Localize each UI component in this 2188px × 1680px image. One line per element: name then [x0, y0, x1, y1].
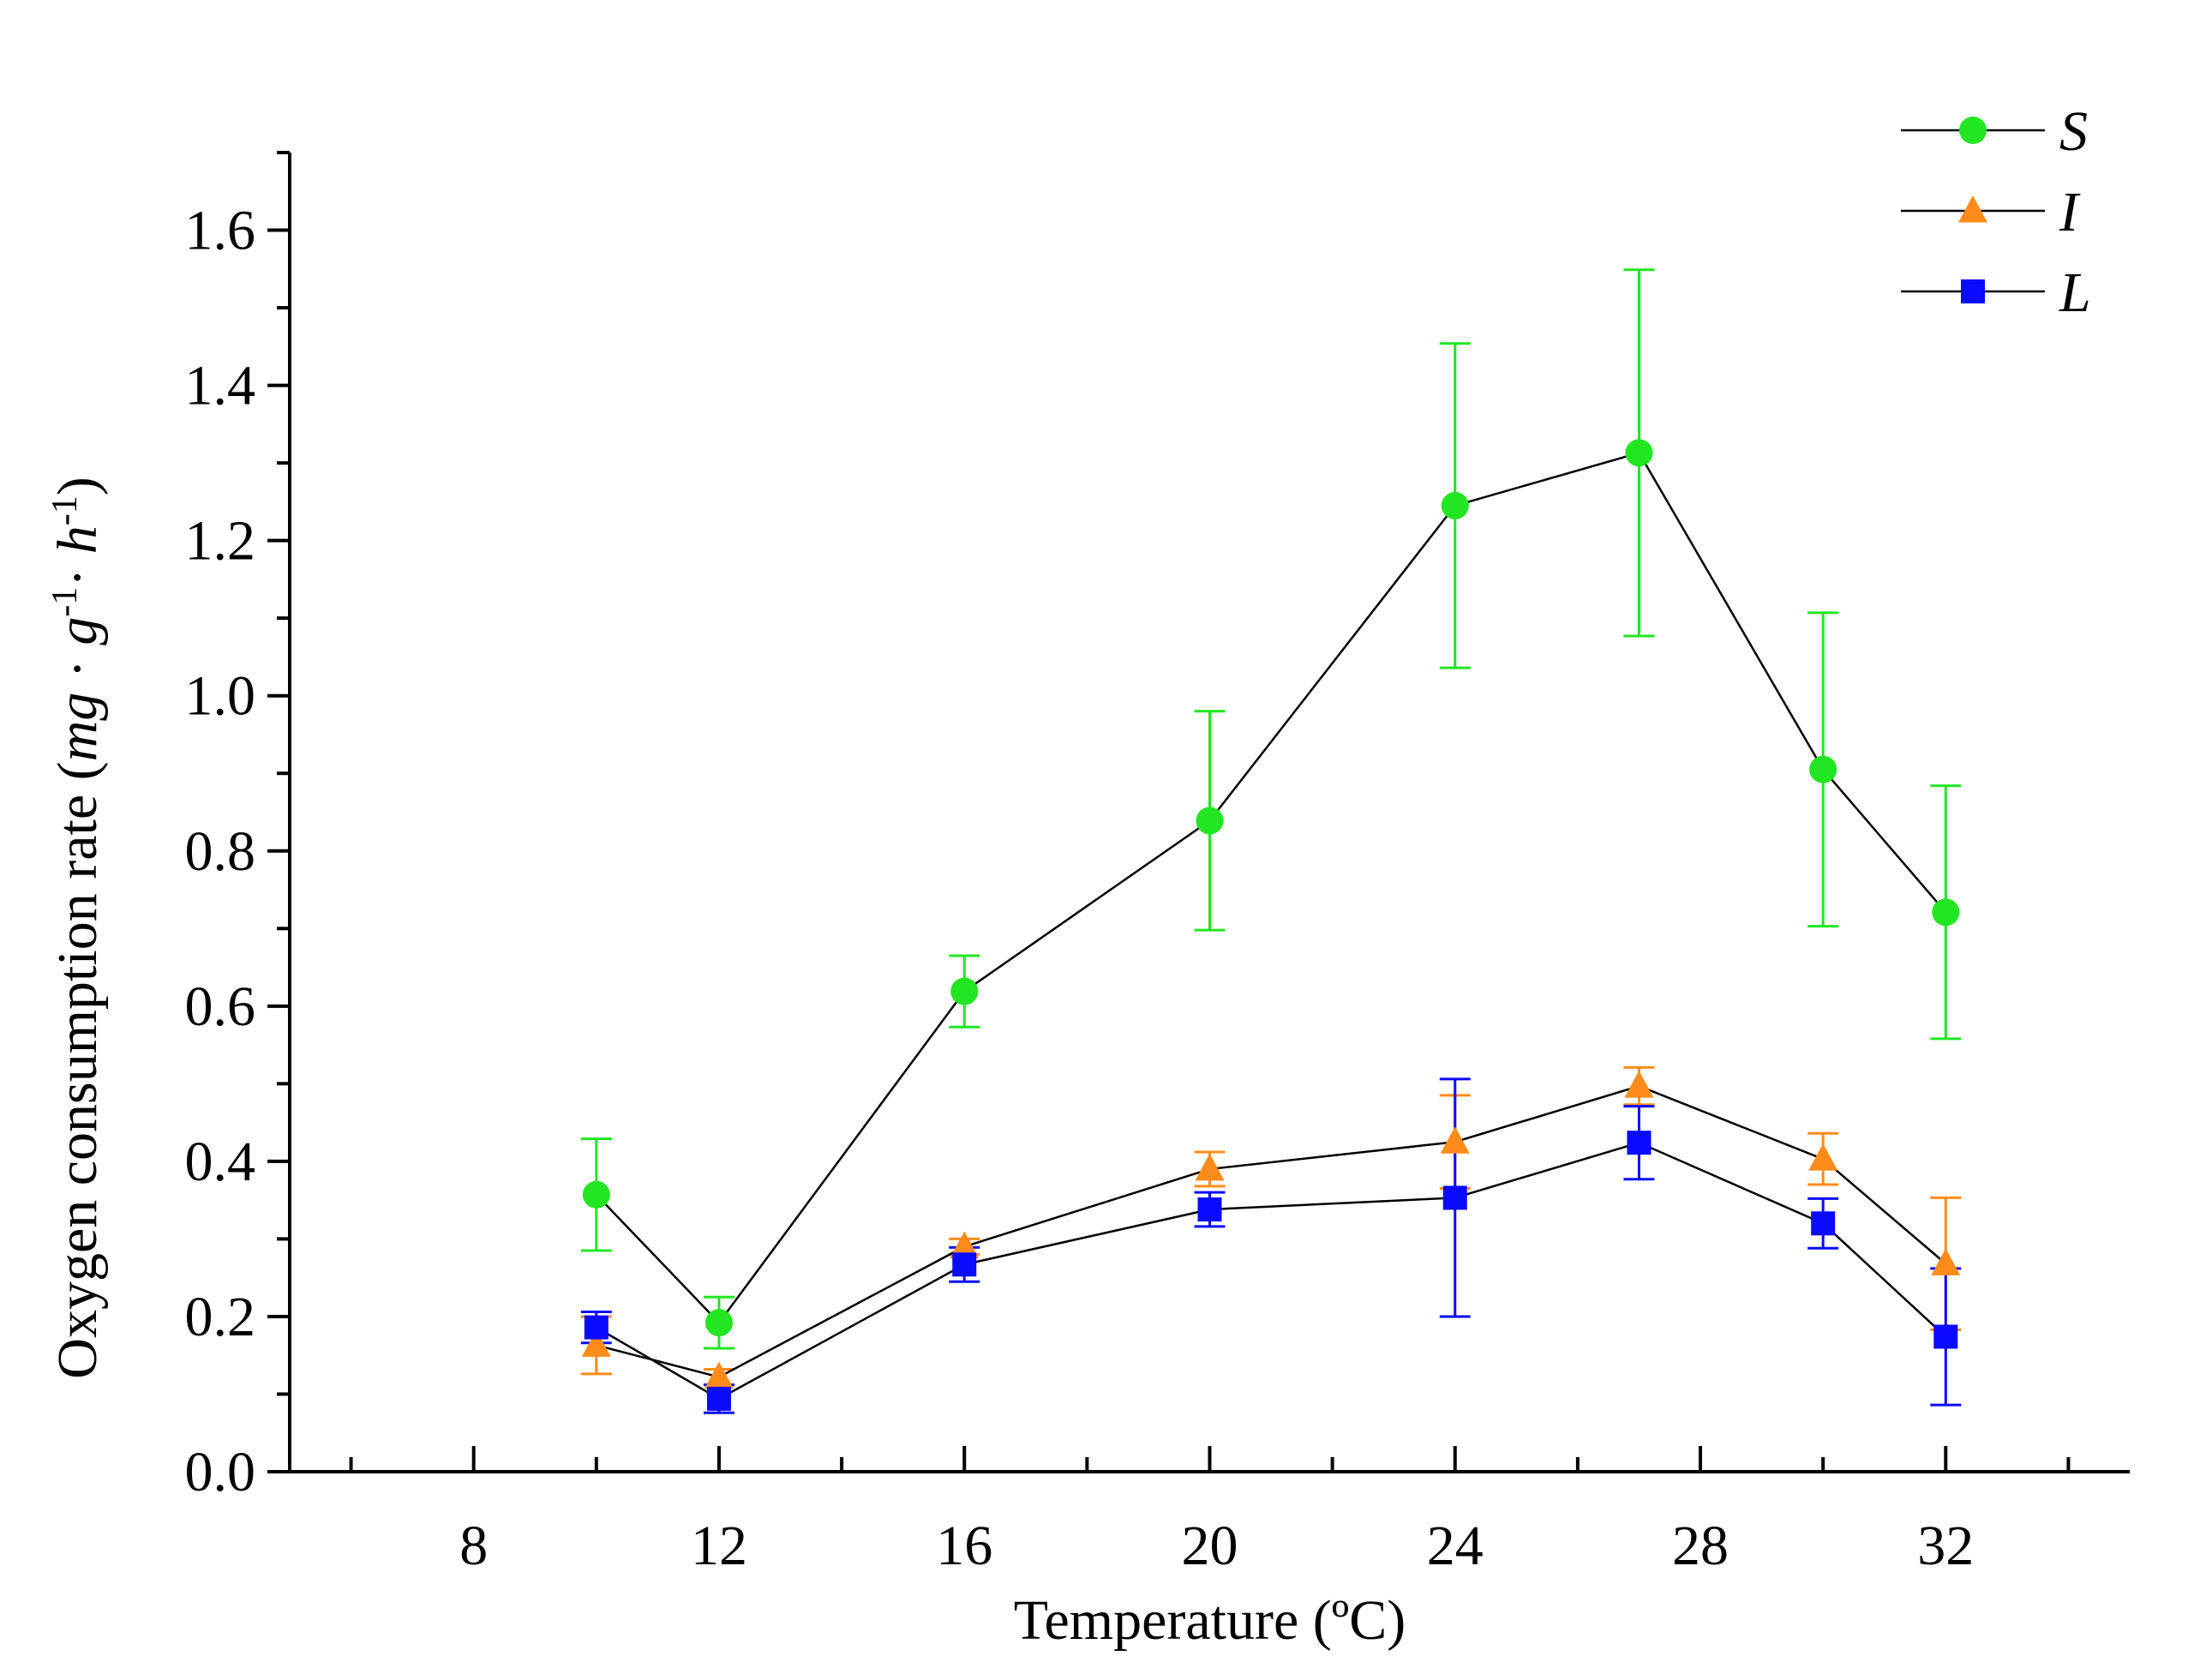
y-axis-title-dot1: ·	[46, 645, 109, 693]
y-tick-label: 1.6	[185, 200, 256, 262]
legend-i-label: I	[2059, 181, 2081, 243]
series-l-point	[1442, 1185, 1467, 1210]
error-bars	[580, 268, 1962, 1414]
series-i-point	[1931, 1248, 1961, 1275]
x-tick-label: 24	[1427, 1515, 1484, 1577]
data-markers	[581, 439, 1961, 1411]
legend-l-label: L	[2059, 261, 2091, 324]
y-axis-title-sup1: -1	[45, 587, 85, 617]
series-i-line	[596, 1084, 1947, 1378]
series-l-point	[706, 1386, 731, 1411]
series-s-line	[595, 451, 1947, 1325]
series-s-point	[1932, 898, 1960, 927]
series-s-point	[1196, 807, 1224, 835]
y-axis-title-g: g	[46, 617, 109, 645]
y-axis-title-prefix: Oxygen consumption rate (	[46, 761, 109, 1378]
legend-l-marker	[1961, 279, 1985, 303]
y-tick-label: 0.4	[185, 1131, 256, 1193]
series-s-point	[582, 1180, 610, 1209]
series-i-point	[950, 1231, 980, 1258]
series-l-point	[1197, 1197, 1222, 1222]
series-l-point	[952, 1252, 977, 1277]
x-tick-label: 16	[936, 1515, 992, 1577]
legend-s-marker	[1959, 117, 1987, 144]
series-s-point	[1441, 491, 1469, 519]
y-tick-label: 0.8	[185, 820, 256, 883]
series-i-point	[1195, 1153, 1225, 1181]
y-axis-title: Oxygen consumption rate (mg · g-1· h-1)	[45, 477, 109, 1378]
y-tick-label: 1.4	[185, 355, 256, 417]
y-axis-title-mg: mg	[46, 693, 109, 762]
y-tick-label: 1.0	[185, 665, 256, 728]
legend: SIL	[1901, 100, 2091, 324]
series-i-point	[1440, 1126, 1470, 1154]
y-tick-label: 1.2	[185, 510, 256, 573]
series-i-point	[704, 1361, 734, 1389]
y-tick-label: 0.0	[185, 1441, 256, 1503]
y-tick-label: 0.6	[185, 975, 256, 1038]
series-l-line	[596, 1141, 1947, 1401]
y-axis-title-h: h	[46, 525, 109, 554]
legend-s-label: S	[2059, 100, 2088, 163]
y-axis-title-dot2: ·	[46, 554, 109, 586]
series-i-point	[1808, 1143, 1838, 1171]
x-ticks	[349, 1446, 2071, 1472]
x-tick-label: 32	[1917, 1515, 1974, 1577]
series-s-point	[1625, 439, 1653, 467]
series-l-point	[1933, 1324, 1958, 1349]
series-l-point	[584, 1315, 608, 1340]
series-l-point	[1811, 1211, 1836, 1236]
series-s-point	[950, 977, 979, 1005]
y-axis-title-suffix: )	[46, 477, 109, 495]
series-lines	[595, 451, 1947, 1401]
x-axis-title: Temperature (ºC)	[1014, 1589, 1406, 1652]
x-tick-label: 8	[459, 1515, 488, 1577]
x-tick-label: 20	[1182, 1515, 1238, 1577]
series-i-point	[581, 1329, 611, 1357]
series-s-point	[1809, 755, 1837, 783]
tick-labels: 0.0 0.2 0.4 0.6 0.8 1.0 1.2 1.4 1.6 8 12 16 20 24 28 32	[185, 200, 1975, 1577]
y-tick-label: 0.2	[185, 1286, 256, 1348]
x-tick-label: 28	[1672, 1515, 1729, 1577]
legend-i-marker	[1958, 195, 1987, 223]
series-l-point	[1627, 1131, 1651, 1155]
y-ticks	[267, 151, 290, 1473]
series-i-point	[1624, 1071, 1654, 1098]
x-tick-label: 12	[691, 1515, 747, 1577]
series-s-point	[704, 1309, 733, 1337]
y-axis-title-sup2: -1	[45, 495, 85, 525]
